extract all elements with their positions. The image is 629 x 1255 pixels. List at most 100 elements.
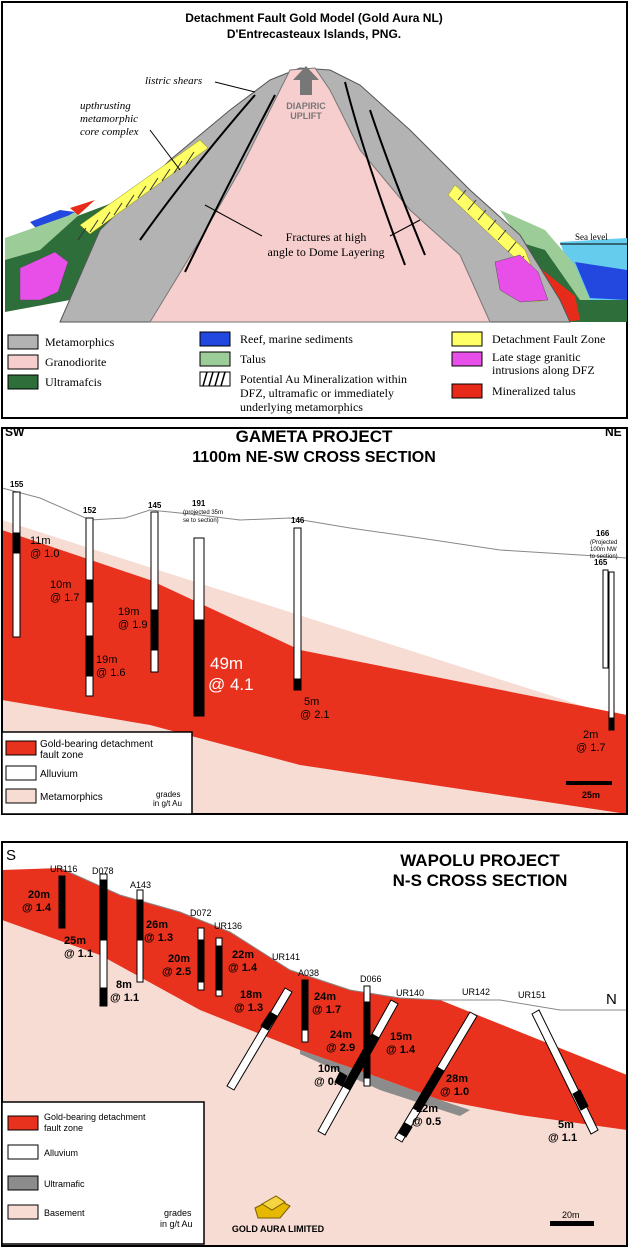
note-191-2: se to section) (183, 518, 219, 524)
hole-146 (293, 527, 302, 691)
legend-grades-1: grades (156, 790, 180, 799)
legend-gold-1: Gold-bearing detachment (40, 739, 153, 750)
listric-shears-label: listric shears (145, 75, 202, 87)
mineralized-talus-right (540, 268, 580, 322)
note-166-2: 100m NW (590, 547, 617, 553)
label-166: 166 (596, 529, 610, 538)
wapolu-cross-section: WAPOLU PROJECT N-S CROSS SECTION S N UR1… (1, 841, 628, 1247)
detachment-model-diagram: Detachment Fault Gold Model (Gold Aura N… (1, 1, 628, 419)
gameta-title: GAMETA PROJECT (236, 427, 393, 446)
note-166-3: to section) (590, 554, 618, 560)
label-152: 152 (83, 506, 97, 515)
sea-level-label: Sea level (575, 232, 608, 242)
label-146: 146 (291, 516, 305, 525)
sw-label: SW (5, 425, 25, 439)
label-ur141: UR141 (272, 952, 300, 962)
intercept-ur141-grade: @ 1.3 (234, 1002, 263, 1014)
hole-166 (608, 571, 615, 731)
uplift-arrow-icon (293, 66, 319, 95)
gameta-legend: Gold-bearing detachment fault zone Alluv… (1, 731, 193, 815)
legend-grades-2: in g/t Au (160, 1219, 193, 1229)
wapolu-title: WAPOLU PROJECT (400, 851, 560, 870)
hole-ur116 (58, 875, 66, 929)
intercept-152b-grade: @ 1.6 (96, 667, 126, 679)
note-191-1: (projected 35m (183, 510, 223, 516)
intercept-146-length: 5m (304, 696, 319, 708)
talus-left (5, 205, 90, 260)
legend-late-1: Late stage granitic (492, 350, 581, 364)
label-155: 155 (10, 480, 24, 489)
legend-mineralized-talus: Mineralized talus (492, 384, 576, 398)
intercept-155-grade: @ 1.0 (30, 548, 60, 560)
legend-potential-2: DFZ, ultramafic or immediately (240, 386, 394, 400)
intercept-ur140b-length: 10m (318, 1063, 340, 1075)
intercept-d078a-grade: @ 1.1 (64, 948, 93, 960)
legend-gold-2: fault zone (44, 1123, 83, 1133)
intercept-ur136-grade: @ 1.4 (228, 962, 258, 974)
label-d078: D078 (92, 866, 114, 876)
intercept-d078b-grade: @ 1.1 (110, 992, 139, 1004)
legend-ultramafic: Ultramafic (44, 1179, 85, 1189)
intercept-ur141-length: 18m (240, 989, 262, 1001)
gameta-subtitle: 1100m NE-SW CROSS SECTION (192, 449, 436, 466)
granodiorite-core (149, 67, 491, 323)
intercept-ur142b-grade: @ 0.5 (412, 1116, 441, 1128)
model-title: Detachment Fault Gold Model (Gold Aura N… (185, 11, 443, 25)
intercept-166-length: 2m (583, 729, 598, 741)
fractures-label-2: angle to Dome Layering (268, 245, 385, 259)
wapolu-drill-holes (58, 873, 371, 1087)
legend-grades-1: grades (164, 1208, 192, 1218)
intercept-ur142b-length: 12m (416, 1103, 438, 1115)
hole-165 (602, 569, 609, 669)
intercept-ur140a-grade: @ 1.4 (386, 1044, 416, 1056)
intercept-145-length: 19m (118, 606, 139, 618)
fractures-label-1: Fractures at high (286, 230, 367, 244)
south-label: S (6, 847, 16, 864)
granitic-intrusion-left (19, 251, 69, 301)
reef-right (575, 262, 627, 300)
label-d072: D072 (190, 908, 212, 918)
scale-bar (566, 781, 612, 785)
intercept-ur142a-grade: @ 1.0 (440, 1086, 469, 1098)
label-a038: A038 (298, 968, 319, 978)
wapolu-legend: Gold-bearing detachment fault zone Alluv… (1, 1101, 205, 1245)
uplift-label: UPLIFT (290, 111, 322, 121)
intercept-ur151-length: 5m (558, 1119, 574, 1131)
label-ur116: UR116 (50, 864, 77, 874)
intercept-d072-length: 20m (168, 953, 190, 965)
upthrust-label-3: core complex (80, 126, 139, 138)
intercept-ur136-length: 22m (232, 949, 254, 961)
intercept-d078b-length: 8m (116, 979, 132, 991)
model-legend: Metamorphics Granodiorite Ultramafcis Re… (7, 331, 605, 414)
north-label: N (606, 991, 617, 1008)
gameta-cross-section: GAMETA PROJECT 1100m NE-SW CROSS SECTION… (1, 425, 628, 815)
intercept-152b-length: 19m (96, 654, 117, 666)
legend-alluvium: Alluvium (40, 769, 78, 780)
intercept-191-grade: @ 4.1 (208, 675, 254, 694)
legend-talus: Talus (240, 352, 266, 366)
intercept-a143-grade: @ 1.3 (144, 932, 173, 944)
wapolu-section-panel: WAPOLU PROJECT N-S CROSS SECTION S N UR1… (0, 840, 629, 1250)
intercept-166-grade: @ 1.7 (576, 742, 606, 754)
legend-grades-2: in g/t Au (153, 799, 182, 808)
intercept-152a-length: 10m (50, 579, 71, 591)
intercept-d072-grade: @ 2.5 (162, 966, 191, 978)
detachment-model-panel: Detachment Fault Gold Model (Gold Aura N… (0, 0, 629, 420)
label-d066: D066 (360, 974, 382, 984)
dfz-right (447, 184, 546, 303)
intercept-152a-grade: @ 1.7 (50, 592, 80, 604)
legend-potential-3: underlying metamorphics (240, 400, 363, 414)
label-ur140: UR140 (396, 988, 424, 998)
legend-alluvium: Alluvium (44, 1148, 78, 1158)
label-145: 145 (148, 501, 162, 510)
legend-reef: Reef, marine sediments (240, 332, 353, 346)
hole-ur141 (226, 987, 293, 1091)
intercept-ur116-grade: @ 1.4 (22, 902, 52, 914)
intercept-a143-length: 26m (146, 919, 168, 931)
legend-basement: Basement (44, 1208, 85, 1218)
scale-label: 25m (582, 790, 600, 800)
intercept-ur140b-grade: @ 0.5 (314, 1076, 343, 1088)
intercept-191-length: 49m (210, 654, 243, 673)
gameta-section-panel: GAMETA PROJECT 1100m NE-SW CROSS SECTION… (0, 420, 629, 820)
intercept-ur140a-length: 15m (390, 1031, 412, 1043)
